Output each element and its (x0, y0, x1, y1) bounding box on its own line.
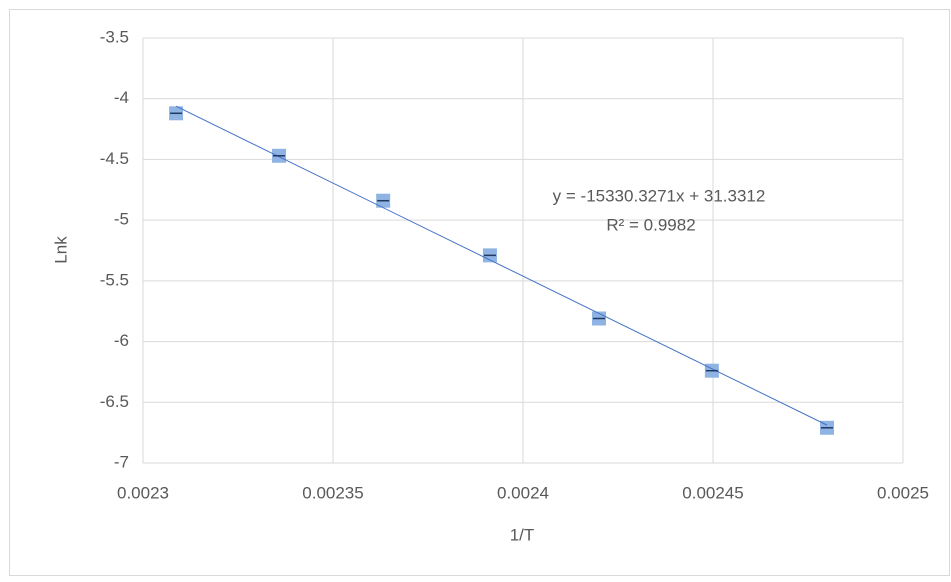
x-tick-label: 0.0024 (497, 483, 549, 502)
x-tick-label: 0.0023 (117, 483, 169, 502)
x-tick-label: 0.0025 (877, 483, 929, 502)
y-tick-label: -5 (114, 210, 129, 229)
y-tick-label: -6 (114, 331, 129, 350)
x-tick-label: 0.00235 (302, 483, 363, 502)
y-tick-label: -4.5 (100, 149, 129, 168)
y-tick-label: -7 (114, 452, 129, 471)
y-axis-title: Lnk (51, 236, 70, 264)
y-tick-label: -4 (114, 88, 129, 107)
trendline (175, 105, 828, 426)
x-axis-title: 1/T (510, 525, 535, 544)
y-tick-label: -5.5 (100, 270, 129, 289)
x-tick-label: 0.00245 (682, 483, 743, 502)
chart-frame (9, 9, 950, 576)
trendline-equation: y = -15330.3271x + 31.3312 (553, 186, 766, 205)
y-tick-label: -3.5 (100, 27, 129, 46)
trendline-r2: R² = 0.9982 (606, 215, 695, 234)
y-tick-label: -6.5 (100, 392, 129, 411)
